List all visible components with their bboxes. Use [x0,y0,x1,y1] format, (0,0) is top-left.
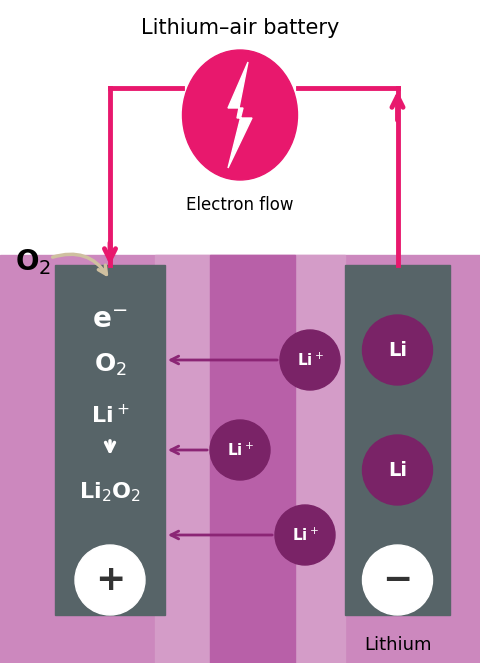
Bar [345,265,450,615]
Bar [55,265,165,615]
Circle shape [280,330,340,390]
Text: Lithium–air battery: Lithium–air battery [141,18,339,38]
Text: +: + [95,563,125,597]
Circle shape [75,545,145,615]
Text: Li$^+$: Li$^+$ [91,403,129,427]
Bar [210,255,295,663]
Text: Li$^+$: Li$^+$ [297,351,324,369]
Circle shape [362,545,432,615]
Circle shape [362,315,432,385]
Bar [0,0,480,255]
Polygon shape [228,62,252,168]
Text: Li: Li [388,461,407,479]
Text: Electron flow: Electron flow [186,196,294,214]
Circle shape [362,435,432,505]
Bar [155,255,345,663]
Text: Lithium: Lithium [364,636,431,654]
Circle shape [275,505,335,565]
Text: Li$_2$O$_2$: Li$_2$O$_2$ [79,480,141,504]
Text: −: − [383,563,413,597]
Text: Li: Li [388,341,407,359]
Circle shape [210,420,270,480]
Text: O$_2$: O$_2$ [15,247,51,277]
Text: Li$^+$: Li$^+$ [291,526,318,544]
Bar [0,255,480,663]
Text: O$_2$: O$_2$ [94,352,126,378]
Ellipse shape [182,50,298,180]
Text: Li$^+$: Li$^+$ [227,442,253,459]
Text: e$^{-}$: e$^{-}$ [92,306,128,334]
